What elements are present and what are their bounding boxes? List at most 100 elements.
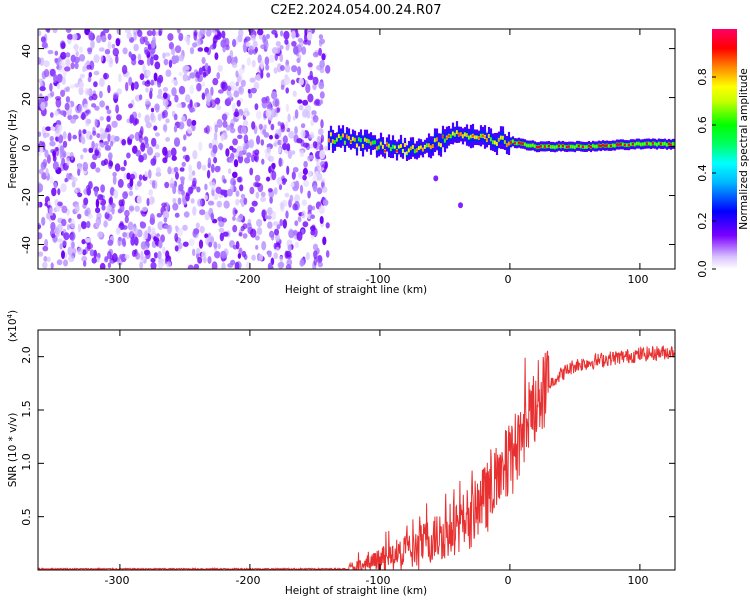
noise-blob	[112, 175, 117, 185]
noise-blob	[216, 118, 223, 128]
noise-blob	[88, 147, 94, 153]
signal-peak	[593, 145, 597, 148]
noise-blob	[320, 134, 325, 143]
spectrogram-ticks	[38, 29, 675, 269]
noise-blob	[57, 201, 63, 207]
noise-blob	[128, 51, 132, 58]
noise-blob	[235, 190, 240, 197]
noise-blob	[239, 184, 244, 192]
noise-blob	[177, 227, 183, 237]
noise-blob	[188, 173, 193, 182]
noise-blob	[53, 73, 58, 84]
noise-blob	[183, 199, 187, 205]
noise-blob	[157, 113, 162, 121]
noise-blob	[118, 199, 124, 207]
noise-blob	[185, 94, 191, 103]
noise-blob	[50, 91, 55, 97]
noise-blob	[267, 207, 273, 216]
noise-blob	[197, 47, 204, 52]
noise-blob	[198, 141, 203, 152]
noise-blob	[138, 134, 143, 143]
noise-blob	[299, 184, 304, 194]
noise-blob	[216, 200, 222, 208]
noise-blob	[106, 251, 112, 260]
noise-blob	[71, 241, 75, 249]
noise-blob	[119, 254, 123, 260]
spectrogram-ytick-label: 40	[20, 44, 33, 58]
noise-blob	[69, 233, 74, 240]
noise-blob	[39, 80, 43, 87]
noise-blob	[301, 46, 307, 55]
noise-blob	[55, 96, 62, 101]
noise-blob	[144, 230, 148, 240]
signal-peak	[341, 134, 345, 137]
noise-blob	[195, 222, 200, 229]
noise-blob	[210, 163, 215, 173]
noise-blob	[196, 247, 201, 255]
noise-blob	[219, 232, 225, 242]
noise-blob	[56, 83, 61, 90]
noise-blob	[297, 216, 302, 221]
noise-blob	[49, 82, 53, 92]
noise-blob	[220, 134, 225, 142]
noise-blob	[49, 140, 56, 147]
noise-blob	[189, 47, 195, 55]
noise-blob	[247, 88, 251, 94]
noise-blob	[174, 245, 179, 252]
noise-blob	[285, 103, 289, 113]
signal-peak	[365, 139, 369, 142]
signal-peak	[595, 145, 599, 148]
signal-core	[335, 137, 339, 142]
noise-blob	[181, 161, 186, 167]
spectrogram-noise-layer	[38, 29, 331, 269]
noise-blob	[107, 133, 111, 143]
noise-blob	[100, 160, 106, 167]
noise-blob	[46, 29, 51, 34]
noise-blob	[104, 127, 110, 133]
signal-peak	[533, 145, 537, 148]
noise-blob	[298, 77, 304, 86]
signal-peak	[655, 143, 659, 146]
noise-blob	[217, 243, 221, 250]
noise-blob	[150, 257, 156, 263]
noise-blob	[291, 150, 296, 155]
spectrogram-xtick-label: -200	[236, 273, 261, 286]
noise-blob	[124, 209, 130, 217]
noise-blob	[63, 232, 70, 241]
noise-blob	[227, 96, 234, 102]
noise-blob	[207, 200, 215, 206]
noise-blob	[307, 190, 311, 199]
noise-blob	[226, 55, 232, 64]
signal-peak	[525, 144, 529, 147]
noise-blob	[176, 29, 181, 34]
noise-blob	[91, 140, 95, 150]
noise-blob	[50, 126, 56, 131]
noise-blob	[203, 194, 208, 201]
noise-blob	[235, 198, 240, 206]
signal-peak	[649, 142, 653, 146]
noise-blob	[240, 193, 246, 199]
noise-blob	[243, 197, 248, 205]
noise-blob	[217, 64, 223, 72]
noise-blob	[47, 200, 51, 206]
noise-blob	[101, 35, 107, 43]
noise-blob	[95, 198, 100, 208]
noise-blob	[86, 118, 92, 125]
noise-blob	[182, 224, 188, 231]
noise-blob	[250, 34, 257, 41]
noise-blob	[286, 143, 291, 152]
signal-peak	[399, 144, 403, 148]
noise-blob	[255, 191, 260, 199]
noise-blob	[167, 33, 174, 41]
signal-peak	[411, 145, 415, 149]
noise-blob	[129, 114, 135, 124]
noise-blob	[293, 229, 298, 236]
noise-blob	[58, 60, 65, 69]
noise-blob	[130, 236, 136, 246]
signal-core	[401, 149, 405, 153]
noise-blob	[62, 140, 68, 148]
noise-blob	[320, 177, 326, 183]
noise-blob	[154, 152, 161, 158]
noise-blob	[285, 120, 289, 131]
signal-core	[427, 143, 431, 148]
